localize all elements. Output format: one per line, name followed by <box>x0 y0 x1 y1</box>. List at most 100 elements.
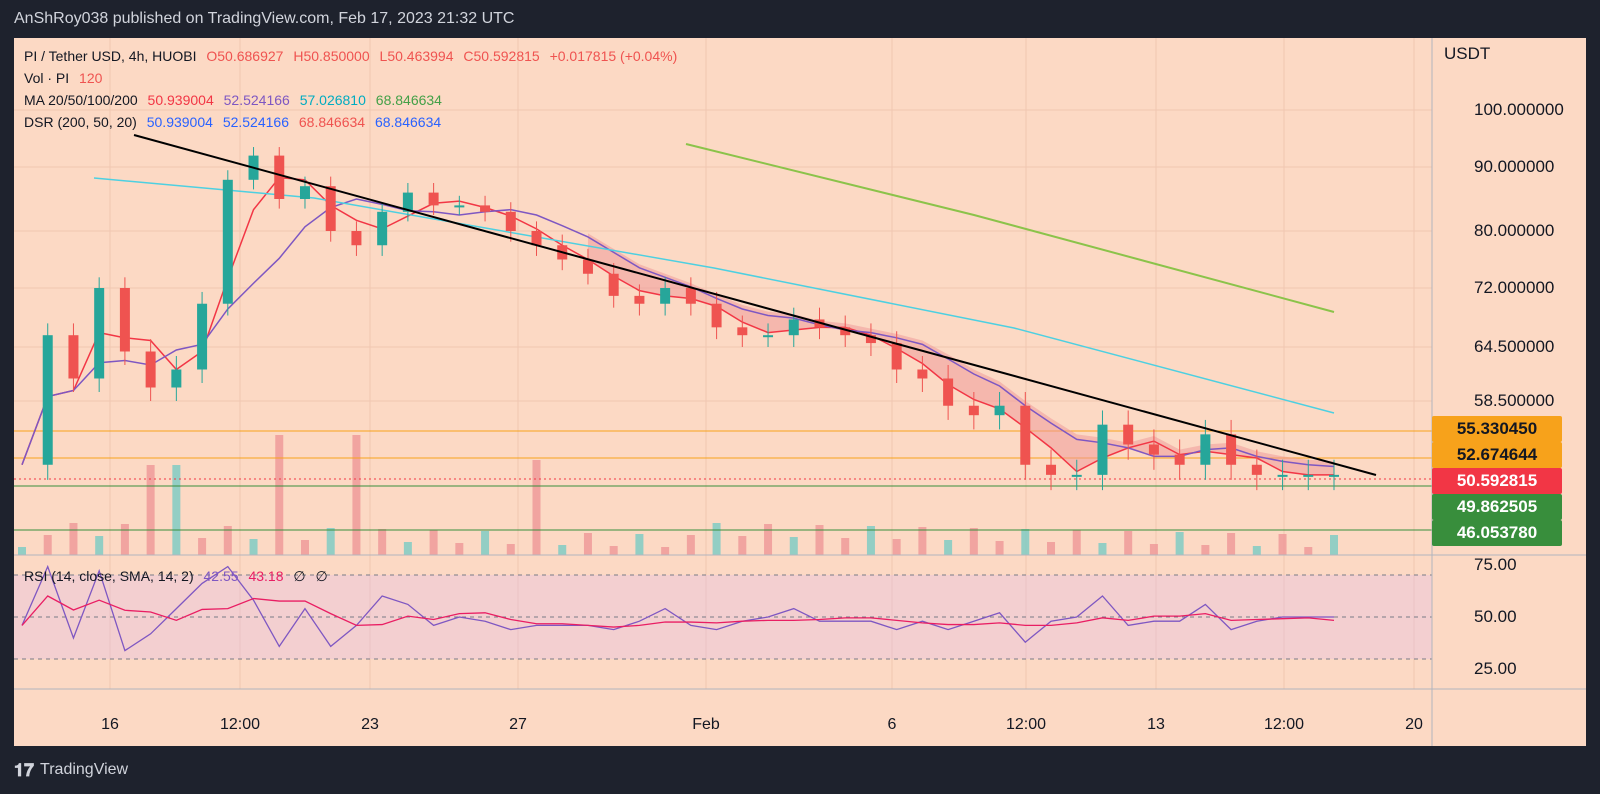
candle-body <box>119 288 130 352</box>
volume-bar <box>300 540 309 555</box>
candle-body <box>377 211 388 246</box>
candle-body <box>222 179 233 304</box>
brand-name[interactable]: TradingView <box>40 761 129 778</box>
tradingview-logo-icon[interactable]: 𝟏𝟕 <box>14 759 35 780</box>
volume-bar <box>686 535 695 555</box>
ma200-line <box>685 143 1335 313</box>
level-box-49: 49.862505 <box>1432 494 1562 520</box>
volume-bar <box>1330 535 1338 555</box>
volume-bar <box>866 526 875 555</box>
time-label-16: 16 <box>101 716 119 733</box>
candle-body <box>865 335 876 344</box>
volume-bar <box>944 540 953 555</box>
volume-bar <box>918 527 927 555</box>
close-value: C50.592815 <box>463 48 540 64</box>
ma50-line <box>21 198 1335 468</box>
volume-bar <box>712 523 721 555</box>
ma-label: MA 20/50/100/200 <box>24 92 138 108</box>
volume-bar <box>198 538 207 555</box>
candle-body <box>94 288 105 379</box>
change-value: +0.017815 (+0.04%) <box>549 48 678 64</box>
volume-bar <box>815 525 824 555</box>
volume-bar <box>995 541 1004 555</box>
candle-body <box>505 211 516 231</box>
volume-bar <box>1098 543 1107 555</box>
volume-bar <box>95 536 104 555</box>
volume-bar <box>1072 530 1081 555</box>
volume-legend[interactable]: Vol · PI 120 <box>24 70 108 86</box>
volume-bar <box>506 544 515 555</box>
candle-body <box>145 351 156 388</box>
time-label-13: 13 <box>1147 716 1165 733</box>
candle-body <box>943 378 954 406</box>
time-label-1200-a: 12:00 <box>219 716 261 733</box>
volume-bar <box>635 534 644 555</box>
candle-body <box>480 205 491 212</box>
volume-bar <box>609 546 618 555</box>
rsi-legend[interactable]: RSI (14, close, SMA, 14, 2) 42.55 43.18 … <box>24 568 334 585</box>
volume-bar <box>455 543 464 555</box>
volume-bar <box>764 524 773 555</box>
time-label-feb: Feb <box>692 716 720 733</box>
rsi-tick-75: 75.00 <box>1474 555 1517 574</box>
ma20-line <box>21 176 1334 476</box>
volume-bar <box>558 545 567 555</box>
volume-bar <box>841 538 850 555</box>
volume-bar <box>172 465 181 555</box>
volume-bar <box>275 435 284 555</box>
rsi-value: 42.55 <box>203 568 239 584</box>
candle-body <box>582 259 593 274</box>
ma-legend[interactable]: MA 20/50/100/200 50.939004 52.524166 57.… <box>24 92 448 108</box>
volume-bar <box>18 547 26 555</box>
volume-bar <box>1227 533 1236 555</box>
dsr-band <box>587 233 1334 475</box>
rsi-label: RSI (14, close, SMA, 14, 2) <box>24 568 194 584</box>
rsi-band <box>14 575 1432 659</box>
price-tick-72: 72.000000 <box>1474 278 1555 297</box>
volume-bar <box>403 542 412 555</box>
dsr-legend[interactable]: DSR (200, 50, 20) 50.939004 52.524166 68… <box>24 114 447 130</box>
volume-bar <box>378 529 387 555</box>
dsr-value-2: 52.524166 <box>222 114 289 130</box>
time-label-6: 6 <box>887 716 897 733</box>
volume-bar <box>352 435 361 555</box>
volume-bar <box>481 531 490 555</box>
candle-body <box>42 335 53 465</box>
candle-body <box>763 335 774 338</box>
volume-bar <box>1021 529 1030 555</box>
rsi-tick-50: 50.00 <box>1474 607 1517 626</box>
volume-bar <box>661 547 670 555</box>
time-label-27: 27 <box>509 716 527 733</box>
moving-average-lines <box>21 143 1335 476</box>
volume-bar <box>1201 545 1210 555</box>
volume-bar <box>532 460 541 555</box>
candle-body <box>274 155 285 199</box>
candle-body <box>994 405 1005 416</box>
candle-body <box>351 231 362 246</box>
chart-panel[interactable]: PI / Tether USD, 4h, HUOBI O50.686927 H5… <box>14 38 1586 746</box>
candle-body <box>685 288 696 304</box>
trendline[interactable] <box>133 134 1377 476</box>
ma200-value: 68.846634 <box>375 92 442 108</box>
rsi-pane <box>14 564 1432 660</box>
open-value: O50.686927 <box>206 48 284 64</box>
symbol-label[interactable]: PI / Tether USD, 4h, HUOBI <box>24 48 197 64</box>
candle-body <box>1020 405 1031 465</box>
volume-bar <box>249 539 258 555</box>
rsi-line <box>21 564 1334 652</box>
last-price-box: 50.592815 <box>1432 468 1562 494</box>
volume-bar <box>583 533 592 555</box>
candle-body <box>1097 424 1108 475</box>
rsi-sma-line <box>21 595 1335 628</box>
ohlc-legend: PI / Tether USD, 4h, HUOBI O50.686927 H5… <box>24 48 683 64</box>
candle-body <box>454 205 465 208</box>
candle-body <box>1071 474 1082 477</box>
price-chart-svg[interactable] <box>14 38 1586 746</box>
published-text: AnShRoy038 published on TradingView.com,… <box>14 10 515 27</box>
candle-body <box>428 192 439 206</box>
dsr-band-fill <box>587 233 1334 475</box>
candle-body <box>1148 444 1159 455</box>
volume-bar <box>789 537 798 555</box>
currency-label: USDT <box>1444 44 1491 63</box>
candle-body <box>1277 474 1288 477</box>
